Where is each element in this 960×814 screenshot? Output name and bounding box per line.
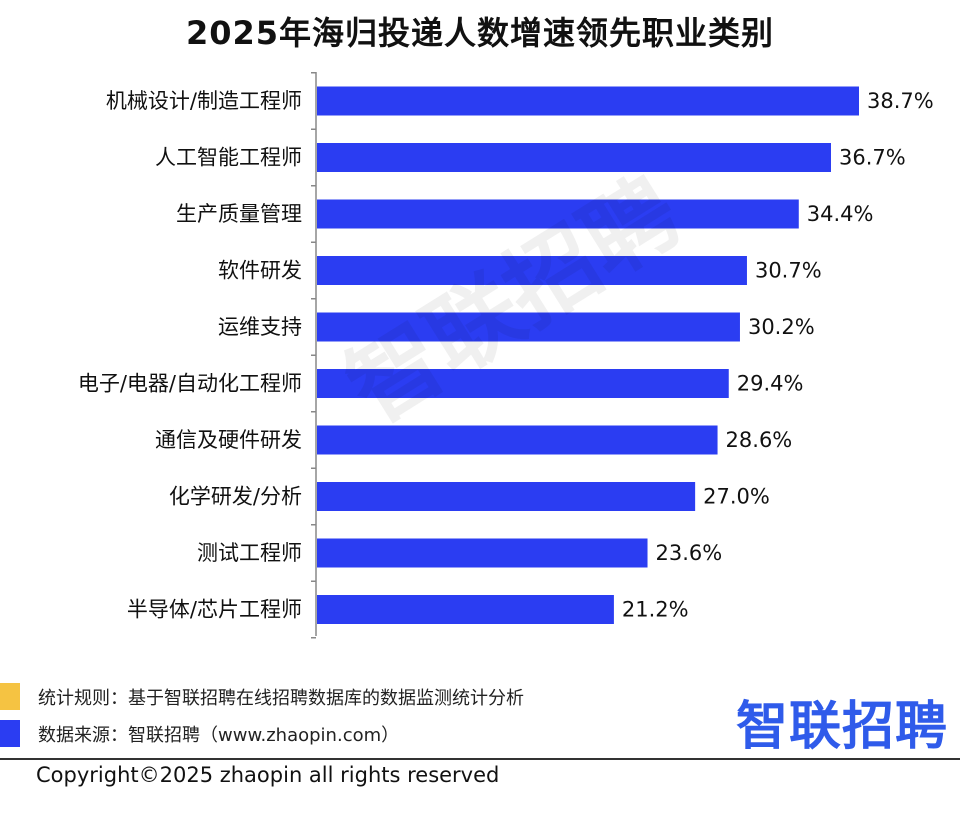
category-label: 人工智能工程师 (155, 146, 302, 170)
category-label: 机械设计/制造工程师 (106, 89, 302, 113)
footer-rule: 统计规则：基于智联招聘在线招聘数据库的数据监测统计分析 (0, 683, 524, 710)
value-label: 23.6% (656, 541, 723, 565)
bar (317, 482, 696, 511)
copyright-text: Copyright©2025 zhaopin all rights reserv… (36, 763, 500, 787)
footer-source: 数据来源：智联招聘（www.zhaopin.com） (0, 720, 399, 747)
category-label: 运维支持 (218, 315, 302, 339)
bar (317, 256, 747, 285)
value-label: 30.2% (748, 315, 815, 339)
value-label: 30.7% (755, 259, 822, 283)
bar (317, 369, 729, 398)
bar-chart: 机械设计/制造工程师 38.7% 人工智能工程师 36.7% 生产质量管理 34.4% 软件… (78, 72, 934, 639)
value-label: 21.2% (622, 598, 689, 622)
bar (317, 143, 831, 172)
source-swatch (0, 720, 20, 747)
source-text: 数据来源：智联招聘（www.zhaopin.com） (38, 724, 400, 746)
value-label: 34.4% (807, 202, 874, 226)
category-label: 测试工程师 (197, 541, 302, 565)
value-label: 28.6% (726, 428, 793, 452)
bar (317, 199, 799, 229)
bar (317, 538, 648, 568)
category-label: 软件研发 (218, 259, 302, 283)
bar (317, 425, 718, 455)
category-label: 化学研发/分析 (169, 485, 302, 509)
bar (317, 312, 740, 342)
category-label: 电子/电器/自动化工程师 (78, 372, 302, 396)
category-label: 半导体/芯片工程师 (127, 598, 302, 622)
value-label: 27.0% (703, 485, 770, 509)
value-label: 38.7% (867, 89, 934, 113)
brand-logo: 智联招聘 (735, 697, 948, 757)
chart-title: 2025年海归投递人数增速领先职业类别 (185, 14, 775, 52)
footer-divider (0, 758, 960, 760)
value-label: 36.7% (839, 146, 906, 170)
category-label: 生产质量管理 (176, 202, 302, 226)
rule-text: 统计规则：基于智联招聘在线招聘数据库的数据监测统计分析 (38, 687, 524, 709)
rule-swatch (0, 683, 20, 710)
value-label: 29.4% (737, 372, 804, 396)
bar (317, 595, 614, 624)
bar (317, 86, 859, 116)
category-label: 通信及硬件研发 (155, 428, 302, 452)
